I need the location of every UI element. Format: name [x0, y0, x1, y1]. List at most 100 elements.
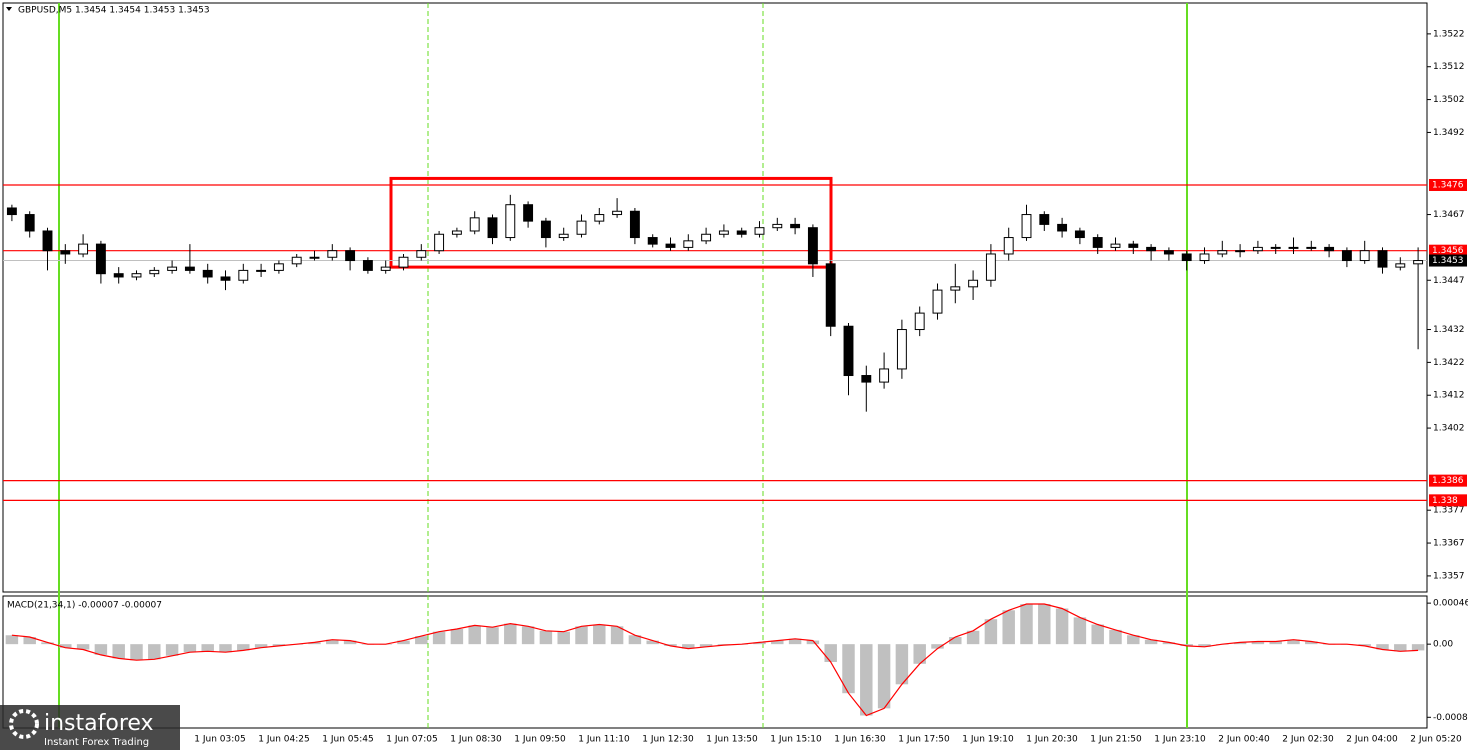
macd-bar: [966, 630, 980, 645]
candle-body: [1413, 260, 1424, 265]
y-tick-label: 1.3402: [1433, 424, 1465, 434]
candle-body: [790, 223, 801, 229]
level-label: 1.3456: [1432, 246, 1464, 256]
x-tick-label: 1 Jun 23:10: [1154, 735, 1206, 745]
macd-bar: [201, 644, 214, 652]
macd-bar: [450, 629, 464, 645]
level-label: 1.338: [1432, 496, 1458, 506]
macd-tick-label: 0.00: [1433, 640, 1453, 650]
macd-bar: [771, 640, 784, 645]
macd-bar: [539, 630, 553, 645]
candle-body: [594, 214, 605, 222]
macd-tick-label: 0.00046: [1433, 599, 1468, 609]
session-lines: [58, 3, 1188, 728]
candle-body: [1039, 214, 1050, 225]
y-tick-label: 1.3377: [1433, 506, 1465, 516]
logo-bg: [0, 705, 180, 750]
candle-body: [398, 256, 409, 268]
y-tick-label: 1.3492: [1433, 128, 1465, 138]
candle-body: [629, 210, 640, 239]
x-tick-label: 1 Jun 11:10: [578, 735, 630, 745]
macd-bar: [895, 644, 909, 685]
level-tag: [1429, 474, 1467, 487]
macd-panel: [2, 595, 1428, 729]
candle-body: [238, 269, 249, 281]
macd-bar: [5, 635, 19, 645]
candle-body: [825, 263, 836, 327]
x-tick-label: 1 Jun 03:05: [194, 735, 245, 745]
macd-bar: [1180, 644, 1193, 646]
candle-body: [434, 233, 445, 252]
macd-bar: [1358, 644, 1371, 646]
title-arrow: [6, 7, 12, 11]
y-tick-label: 1.3467: [1433, 210, 1465, 220]
macd-bar: [664, 644, 677, 646]
y-tick-label: 1.3447: [1433, 276, 1465, 286]
macd-bar: [984, 619, 998, 645]
candle-body: [1288, 246, 1299, 249]
macd-bar: [931, 644, 944, 649]
candle-body: [131, 273, 142, 278]
candle-body: [505, 204, 516, 239]
candle-body: [736, 230, 747, 235]
candle-body: [647, 237, 658, 245]
candle-body: [540, 220, 551, 239]
macd-bar: [1411, 644, 1425, 651]
macd-bar: [699, 644, 713, 647]
x-tick-label: 1 Jun 20:30: [1026, 735, 1078, 745]
macd-bar: [610, 626, 624, 645]
macd-bar: [557, 631, 570, 645]
candle-body: [149, 269, 160, 275]
candle-body: [1181, 253, 1192, 262]
candle-body: [772, 223, 783, 229]
range-box: [389, 176, 833, 269]
candle-body: [1217, 250, 1228, 255]
macd-bar: [1109, 629, 1122, 645]
candle-body: [1057, 223, 1068, 232]
candle-body: [1395, 263, 1406, 268]
candle-body: [273, 263, 284, 271]
last-price-label: 1.3453: [1432, 256, 1464, 266]
candle-body: [1324, 246, 1335, 252]
macd-bar: [432, 631, 446, 645]
macd-bar: [486, 627, 499, 645]
candle-body: [380, 266, 391, 271]
macd-bar: [788, 638, 802, 645]
candle-body: [1306, 246, 1317, 249]
candle-body: [879, 368, 890, 383]
candle-body: [1003, 237, 1014, 255]
candle-body: [665, 243, 676, 248]
y-tick-label: 1.3357: [1433, 571, 1465, 581]
candle-body: [95, 243, 106, 275]
macd-bar: [877, 644, 891, 709]
candle-body: [256, 269, 267, 272]
macd-bar: [59, 644, 72, 648]
macd-bar: [272, 644, 286, 646]
candle-body: [1021, 214, 1032, 239]
candle-body: [932, 289, 943, 314]
macd-bar: [23, 637, 36, 645]
macd-bar: [165, 644, 179, 656]
candle-body: [968, 279, 979, 288]
candle-body: [60, 250, 71, 255]
macd-label: MACD(21,34,1) -0.00007 -0.00007: [7, 601, 162, 611]
candle-body: [78, 243, 89, 255]
macd-bar: [1073, 617, 1087, 645]
macd-bar: [1251, 641, 1265, 645]
candle-body: [1341, 250, 1352, 262]
candle-body: [1199, 253, 1210, 262]
x-tick-label: 1 Jun 13:50: [706, 735, 758, 745]
candle-body: [1235, 250, 1246, 253]
x-tick-label: 2 Jun 02:30: [1282, 735, 1334, 745]
x-tick-label: 1 Jun 17:50: [898, 735, 950, 745]
candle-body: [291, 256, 302, 265]
logo-name: instaforex: [44, 711, 154, 736]
macd-bar: [1002, 610, 1015, 645]
candle-body: [1092, 237, 1103, 248]
macd-bar: [41, 642, 54, 645]
candle-body: [184, 266, 195, 271]
candle-body: [576, 220, 587, 235]
candle-body: [220, 276, 231, 281]
x-tick-label: 2 Jun 05:20: [1410, 735, 1462, 745]
macd-bar: [94, 644, 108, 655]
